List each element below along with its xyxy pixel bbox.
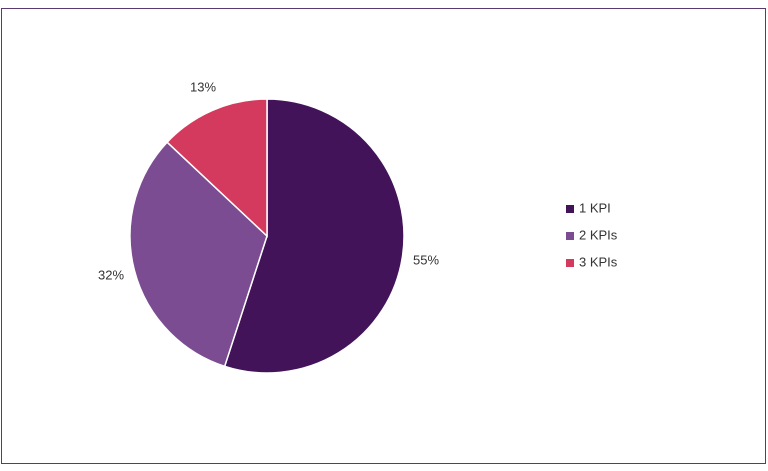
legend-swatch (566, 232, 574, 240)
pie-slice (166, 98, 268, 238)
legend-swatch (566, 259, 574, 267)
legend-label: 2 KPIs (579, 227, 618, 242)
data-label: 32% (98, 267, 124, 282)
pie-slice (223, 98, 405, 374)
data-label: 13% (190, 80, 216, 95)
legend-swatch (566, 205, 574, 213)
legend-label: 1 KPI (579, 200, 611, 215)
data-label: 55% (413, 253, 439, 268)
legend-label: 3 KPIs (579, 254, 618, 269)
pie-slice (129, 141, 268, 368)
